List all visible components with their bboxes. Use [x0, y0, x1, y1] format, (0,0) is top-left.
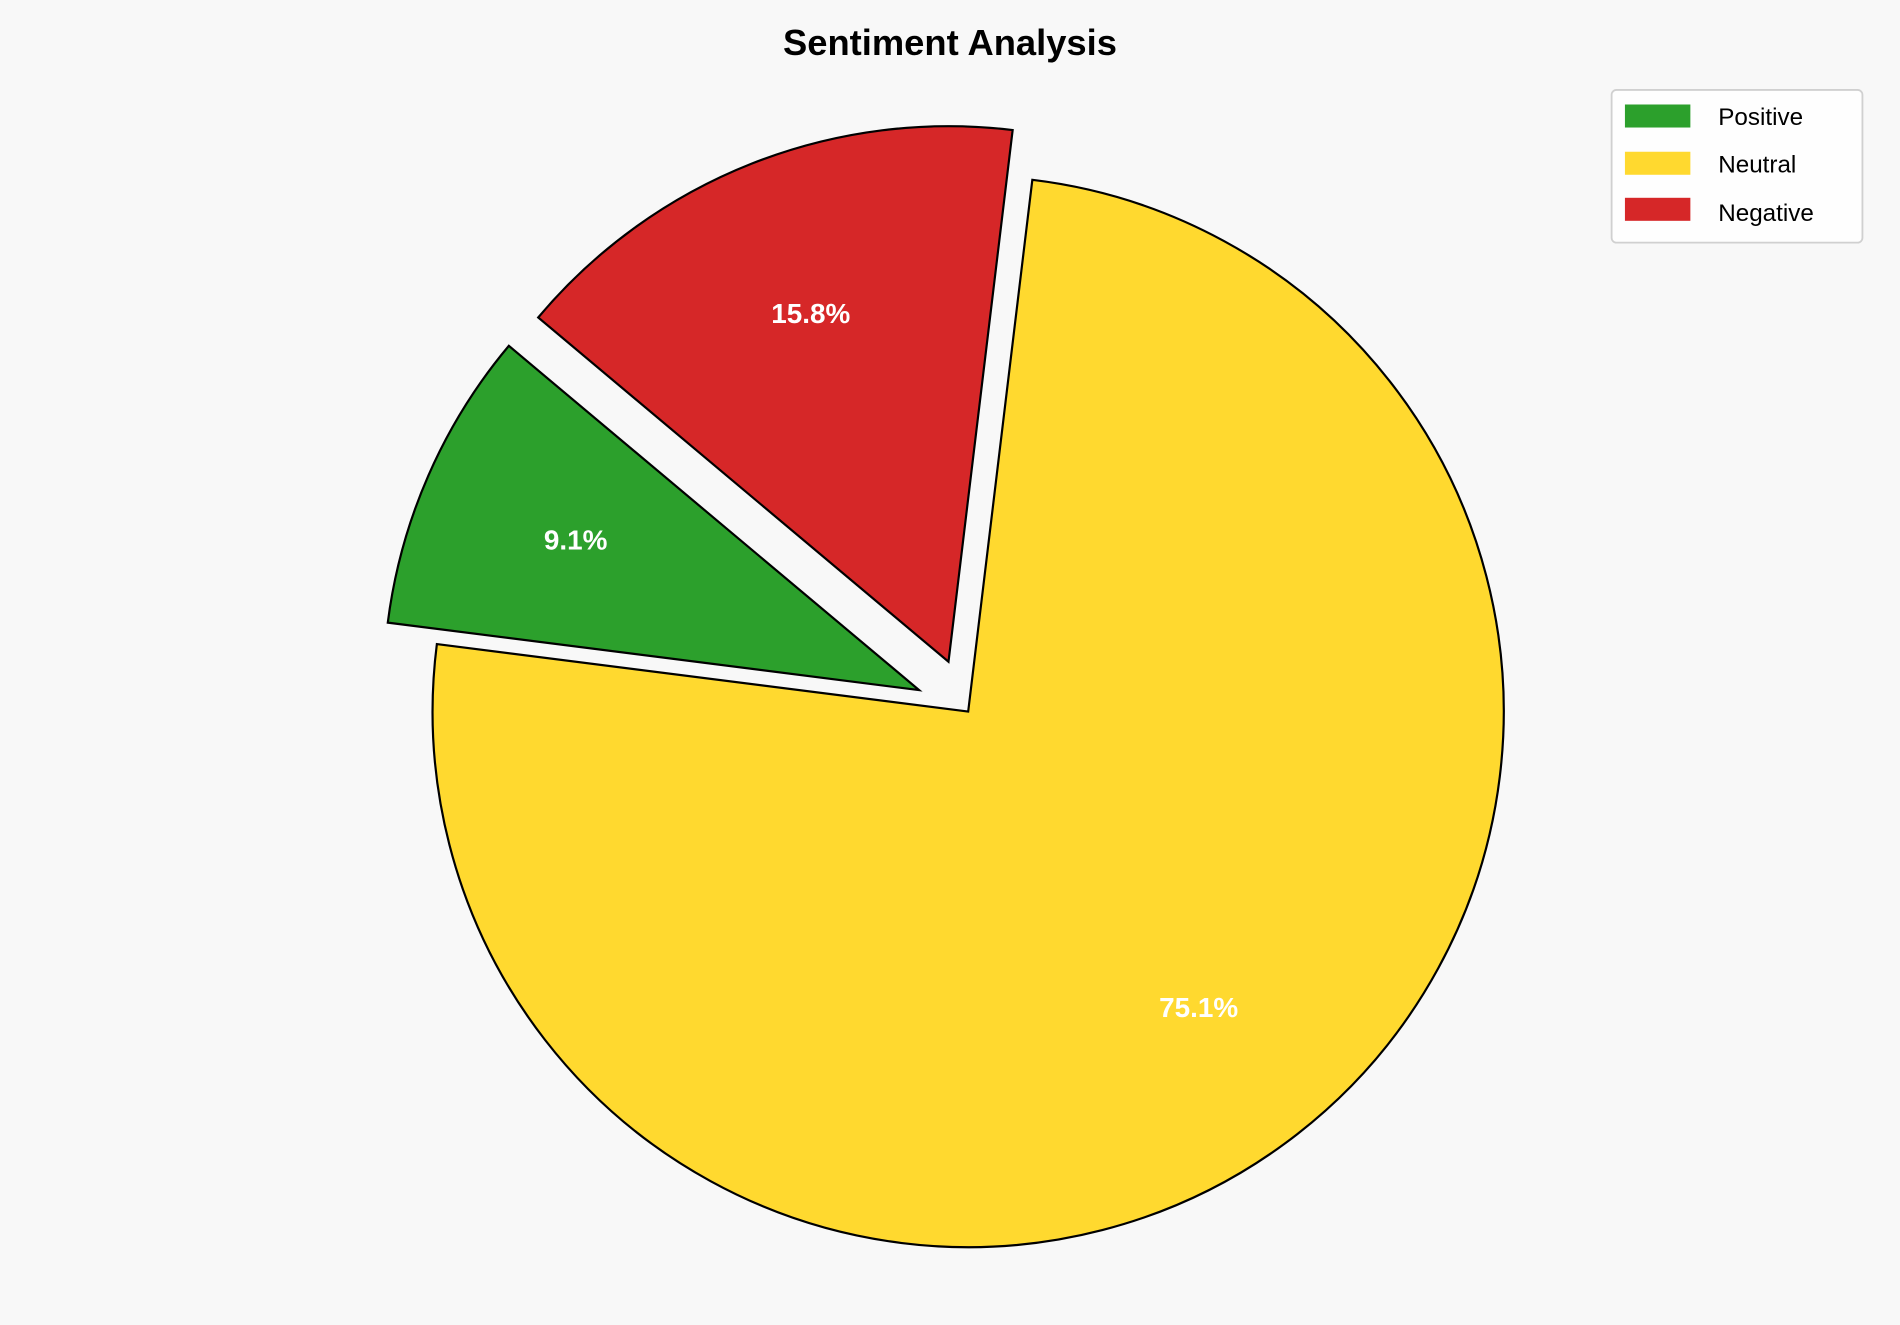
- chart-title: Sentiment Analysis: [783, 22, 1117, 63]
- pie-label-negative: 15.8%: [771, 298, 850, 329]
- legend-label-positive: Positive: [1718, 104, 1803, 131]
- legend-swatch-neutral: [1624, 151, 1691, 175]
- pie-slice-positive: [386, 344, 923, 692]
- legend: Positive Neutral Negative: [1610, 89, 1864, 244]
- legend-label-neutral: Neutral: [1718, 151, 1796, 178]
- pie-label-neutral: 75.1%: [1159, 992, 1238, 1023]
- legend-swatch-positive: [1624, 104, 1691, 128]
- legend-label-negative: Negative: [1718, 200, 1814, 227]
- pie-slice-negative: [536, 125, 1014, 664]
- pie-slices: [386, 125, 1505, 1249]
- pie-labels: 9.1% 75.1% 15.8%: [544, 298, 1239, 1023]
- legend-swatch-negative: [1624, 197, 1691, 221]
- pie-label-positive: 9.1%: [544, 525, 608, 556]
- pie-slice-neutral: [431, 178, 1505, 1249]
